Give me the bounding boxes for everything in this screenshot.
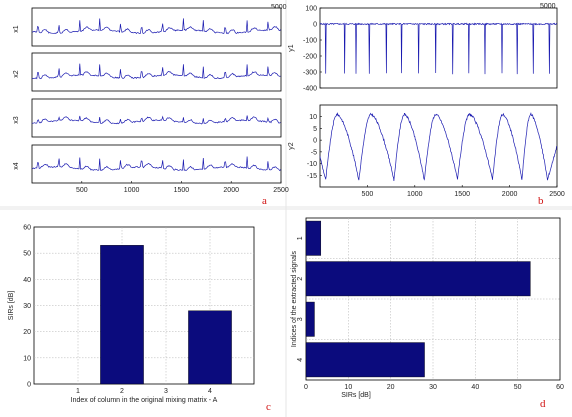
panel-letter-a: a bbox=[262, 195, 267, 207]
panel-letter-b: b bbox=[538, 195, 544, 207]
panel-c-xtick-4: 4 bbox=[208, 388, 212, 395]
panel-a-xtick-2000: 2000 bbox=[223, 187, 239, 194]
panel-c-bar-4 bbox=[188, 310, 232, 385]
panel-a-ylabel-3: x3 bbox=[13, 116, 20, 124]
panel-a-axes-1 bbox=[31, 7, 282, 47]
panel-c-ytick-20: 20 bbox=[23, 329, 31, 336]
panel-c-ytick-50: 50 bbox=[23, 251, 31, 258]
panel-d-xtick-0: 0 bbox=[304, 384, 308, 391]
panel-d-xtick-10: 10 bbox=[344, 384, 352, 391]
panel-b-xtick-2500: 2500 bbox=[549, 191, 565, 198]
panel-b-top-ytick-0: 100 bbox=[305, 6, 317, 13]
panel-a: 5000 x1 x2 x3 x4 500 1000 1500 2000 2500 bbox=[13, 4, 289, 194]
panel-c-bar-2 bbox=[100, 245, 144, 385]
panel-a-series-x4 bbox=[31, 156, 281, 172]
panel-c-ytick-60: 60 bbox=[23, 225, 31, 232]
panel-b-bottom-ytick-2: 0 bbox=[313, 138, 317, 145]
panel-d-xtick-30: 30 bbox=[429, 384, 437, 391]
panel-d-bar-1 bbox=[305, 220, 322, 256]
panel-d-xtick-40: 40 bbox=[471, 384, 479, 391]
panel-a-axes-3 bbox=[31, 98, 282, 138]
panel-b-top-right-label: 5000 bbox=[540, 3, 556, 10]
panel-a-top-right-label: 5000 bbox=[271, 4, 287, 11]
panel-c-ylabel: SIRs [dB] bbox=[8, 291, 15, 321]
panel-a-xtick-1500: 1500 bbox=[174, 187, 190, 194]
panel-b-top-ytick-2: -100 bbox=[303, 38, 317, 45]
panel-b-bottom-ytick-0: 10 bbox=[309, 114, 317, 121]
panel-c-ytick-30: 30 bbox=[23, 303, 31, 310]
panel-d-bar-2 bbox=[305, 261, 531, 297]
panel-d-bar-4 bbox=[305, 342, 425, 378]
panel-d-xtick-20: 20 bbox=[387, 384, 395, 391]
panel-d: 0 10 20 30 40 50 60 1 2 3 4 SIRs [dB] Indices of the… bbox=[291, 217, 564, 399]
panel-d-ylabel: Indices of the extracted signals bbox=[291, 250, 298, 347]
panel-a-axes-2 bbox=[31, 52, 282, 92]
panel-c-ytick-0: 0 bbox=[27, 382, 31, 389]
panel-b-bottom-ytick-5: -15 bbox=[307, 173, 317, 180]
panel-a-xtick-2500: 2500 bbox=[273, 187, 289, 194]
panel-c-xtick-1: 1 bbox=[76, 388, 80, 395]
panel-c-xtick-2: 2 bbox=[120, 388, 124, 395]
panel-a-xtick-500: 500 bbox=[76, 187, 88, 194]
panel-a-series-x3 bbox=[31, 115, 281, 125]
panel-b-top-ytick-3: -200 bbox=[303, 54, 317, 61]
panel-b-bottom-ytick-1: 5 bbox=[313, 126, 317, 133]
panel-c-ytick-40: 40 bbox=[23, 277, 31, 284]
panel-d-xtick-50: 50 bbox=[514, 384, 522, 391]
panel-d-ytick-4: 4 bbox=[297, 358, 304, 362]
panel-d-bar-3 bbox=[305, 301, 315, 337]
panel-c-xtick-3: 3 bbox=[164, 388, 168, 395]
panel-a-series-x2 bbox=[31, 63, 281, 80]
panel-d-ytick-2: 2 bbox=[297, 277, 304, 281]
panel-d-ytick-3: 3 bbox=[297, 317, 304, 321]
panel-a-ylabel-1: x1 bbox=[13, 25, 20, 33]
panel-b: 50001000-100-200-300-400y11050-5-10-15y2… bbox=[288, 3, 565, 198]
panel-b-xtick-1000: 1000 bbox=[407, 191, 423, 198]
panel-b-axes-bottom bbox=[319, 104, 558, 188]
panel-c-xlabel: Index of column in the original mixing m… bbox=[71, 397, 218, 404]
panel-b-bottom-ytick-3: -5 bbox=[311, 149, 317, 156]
panel-a-series-x1 bbox=[31, 18, 281, 35]
panel-a-ylabel-4: x4 bbox=[13, 162, 20, 170]
panel-c: 0 10 20 30 40 50 60 1 2 3 4 Index of column in the … bbox=[8, 225, 255, 404]
panel-b-xtick-2000: 2000 bbox=[502, 191, 518, 198]
panel-a-ylabel-2: x2 bbox=[13, 70, 20, 78]
panel-b-top-ytick-5: -400 bbox=[303, 86, 317, 93]
panel-letter-d: d bbox=[540, 398, 546, 410]
panel-b-top-ytick-4: -300 bbox=[303, 70, 317, 77]
panel-letter-c: c bbox=[266, 401, 271, 413]
panel-d-xtick-60: 60 bbox=[556, 384, 564, 391]
panel-b-series-y1 bbox=[319, 22, 558, 75]
panel-b-bottom-ytick-4: -10 bbox=[307, 161, 317, 168]
panel-c-ytick-10: 10 bbox=[23, 355, 31, 362]
panel-b-top-ytick-1: 0 bbox=[313, 22, 317, 29]
panel-b-series-y2 bbox=[319, 112, 558, 182]
panel-d-xlabel: SIRs [dB] bbox=[341, 392, 371, 399]
panel-b-top-ylabel: y1 bbox=[288, 44, 295, 52]
panel-b-xtick-500: 500 bbox=[362, 191, 374, 198]
panel-a-xtick-1000: 1000 bbox=[124, 187, 140, 194]
panel-d-ytick-1: 1 bbox=[297, 236, 304, 240]
panel-b-xtick-1500: 1500 bbox=[454, 191, 470, 198]
panel-a-axes-4 bbox=[31, 144, 282, 184]
panel-b-bottom-ylabel: y2 bbox=[288, 142, 295, 150]
